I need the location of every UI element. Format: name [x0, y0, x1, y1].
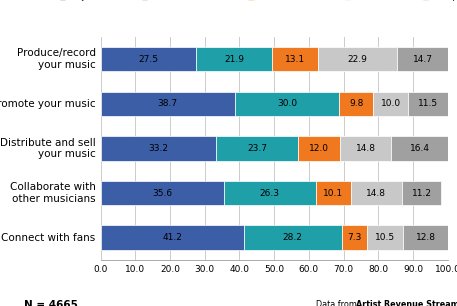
- Legend: Very comfortable, Somewhat comfortable, Not that comfortable, I don’t use them, : Very comfortable, Somewhat comfortable, …: [60, 0, 457, 1]
- Bar: [101, 47, 196, 71]
- Text: 26.3: 26.3: [260, 188, 280, 198]
- Text: 10.5: 10.5: [375, 233, 395, 242]
- Text: 28.2: 28.2: [283, 233, 303, 242]
- Bar: [367, 226, 404, 250]
- Text: 7.3: 7.3: [347, 233, 361, 242]
- Text: 10.1: 10.1: [323, 188, 343, 198]
- Text: 14.7: 14.7: [413, 55, 433, 64]
- Text: 12.8: 12.8: [415, 233, 436, 242]
- Text: 9.8: 9.8: [349, 99, 363, 108]
- Text: 23.7: 23.7: [247, 144, 267, 153]
- Bar: [101, 181, 224, 205]
- Text: N = 4665: N = 4665: [24, 300, 78, 306]
- Text: 33.2: 33.2: [148, 144, 168, 153]
- Bar: [101, 136, 216, 161]
- Bar: [224, 181, 315, 205]
- Bar: [402, 181, 441, 205]
- Bar: [340, 136, 391, 161]
- Bar: [315, 181, 351, 205]
- Text: 21.9: 21.9: [224, 55, 244, 64]
- Text: 38.7: 38.7: [158, 99, 178, 108]
- Bar: [235, 91, 339, 116]
- Bar: [244, 226, 341, 250]
- Bar: [298, 136, 340, 161]
- Text: Data from: Data from: [316, 300, 359, 306]
- Bar: [341, 226, 367, 250]
- Text: 14.8: 14.8: [356, 144, 376, 153]
- Text: 11.5: 11.5: [418, 99, 438, 108]
- Bar: [272, 47, 318, 71]
- Text: 12.0: 12.0: [309, 144, 329, 153]
- Bar: [318, 47, 397, 71]
- Text: 27.5: 27.5: [138, 55, 158, 64]
- Bar: [101, 91, 235, 116]
- Text: 11.2: 11.2: [411, 188, 431, 198]
- Bar: [196, 47, 272, 71]
- Text: Artist Revenue Streams: Artist Revenue Streams: [356, 300, 457, 306]
- Bar: [404, 226, 448, 250]
- Text: 41.2: 41.2: [162, 233, 182, 242]
- Bar: [397, 47, 448, 71]
- Text: 30.0: 30.0: [277, 99, 297, 108]
- Text: 14.8: 14.8: [367, 188, 386, 198]
- Bar: [391, 136, 448, 161]
- Text: 16.4: 16.4: [410, 144, 430, 153]
- Text: 35.6: 35.6: [152, 188, 172, 198]
- Text: 13.1: 13.1: [285, 55, 305, 64]
- Text: 10.0: 10.0: [381, 99, 401, 108]
- Bar: [101, 226, 244, 250]
- Bar: [339, 91, 373, 116]
- Bar: [373, 91, 408, 116]
- Text: 22.9: 22.9: [347, 55, 367, 64]
- Bar: [408, 91, 448, 116]
- Bar: [351, 181, 402, 205]
- Bar: [216, 136, 298, 161]
